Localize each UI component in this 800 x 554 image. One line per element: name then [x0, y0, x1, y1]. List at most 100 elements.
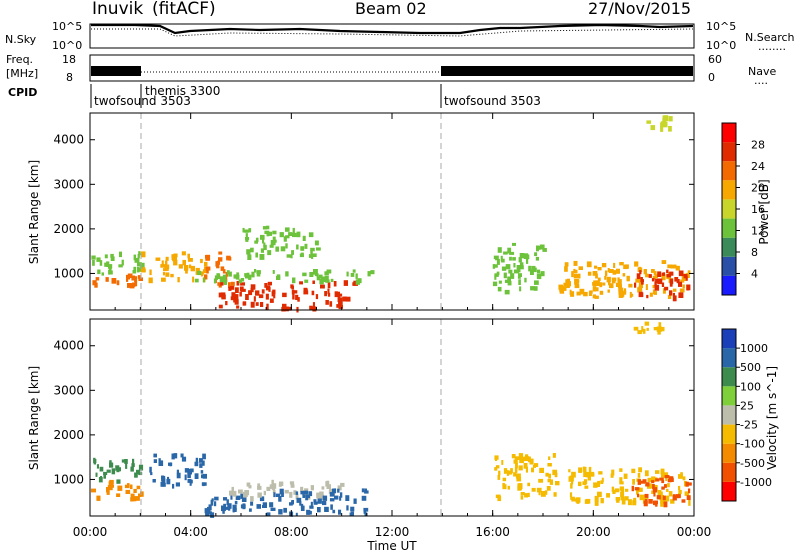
power-data-cell	[629, 291, 632, 298]
velocity-data-cell	[518, 456, 522, 460]
power-data-cell	[613, 262, 616, 268]
noise-right-tick-top: 10^5	[706, 20, 736, 33]
velocity-data-cell	[306, 495, 310, 498]
power-data-cell	[221, 294, 226, 300]
velocity-data-cell	[642, 328, 646, 334]
velocity-data-cell	[688, 482, 692, 486]
velocity-data-cell	[229, 490, 234, 496]
power-data-cell	[326, 269, 332, 274]
velocity-data-cell	[295, 512, 298, 516]
power-data-cell	[501, 266, 507, 271]
power-data-cell	[218, 292, 223, 298]
power-data-cell	[285, 235, 290, 239]
power-data-cell	[643, 269, 647, 275]
power-data-cell	[496, 271, 500, 276]
power-data-cell	[320, 284, 325, 289]
velocity-data-cell	[132, 496, 137, 502]
power-data-cell	[320, 276, 326, 280]
velocity-data-cell	[184, 474, 187, 481]
velocity-data-cell	[520, 492, 525, 496]
power-colorbar-segment	[722, 180, 736, 200]
power-data-cell	[501, 258, 505, 263]
velocity-data-cell	[153, 453, 157, 458]
power-data-cell	[576, 291, 581, 296]
velocity-data-cell	[109, 479, 114, 485]
power-data-cell	[250, 301, 255, 308]
power-data-cell	[171, 256, 174, 260]
power-data-cell	[219, 276, 225, 283]
velocity-data-cell	[269, 484, 273, 489]
velocity-data-cell	[571, 471, 576, 478]
power-data-cell	[496, 258, 500, 265]
velocity-data-cell	[202, 473, 207, 479]
velocity-data-cell	[232, 507, 237, 512]
velocity-data-cell	[302, 494, 306, 498]
power-data-cell	[314, 270, 318, 277]
velocity-data-cell	[138, 493, 142, 497]
velocity-data-cell	[181, 456, 187, 462]
power-data-cell	[200, 271, 204, 275]
velocity-data-cell	[527, 482, 531, 487]
velocity-data-cell	[511, 454, 516, 459]
power-data-cell	[137, 262, 142, 267]
power-data-cell	[669, 271, 674, 276]
cpid-entry-0: twofsound 3503	[94, 94, 191, 108]
power-data-cell	[291, 250, 294, 255]
velocity-data-cell	[289, 511, 293, 516]
power-data-cell	[205, 255, 210, 259]
frequency-trace-late	[441, 66, 693, 76]
power-data-cell	[583, 291, 588, 297]
power-data-cell	[272, 230, 277, 235]
power-data-cell	[539, 244, 545, 250]
power-data-cell	[164, 266, 168, 270]
velocity-data-cell	[131, 463, 135, 468]
velocity-data-cell	[678, 489, 682, 494]
power-data-cell	[255, 290, 260, 296]
power-y-ticks: 4000 3000 2000 1000	[53, 133, 694, 280]
power-data-cell	[338, 305, 343, 309]
power-data-cell	[311, 290, 315, 296]
velocity-data-cell	[664, 495, 670, 502]
power-data-cell	[542, 248, 547, 252]
power-data-cell	[218, 251, 223, 255]
velocity-data-cell	[646, 327, 649, 331]
velocity-data-cell	[130, 466, 134, 472]
freq-left-tick-top: 18	[62, 53, 76, 66]
power-data-cell	[251, 271, 255, 278]
power-data-cell	[666, 273, 672, 278]
velocity-data-cell	[136, 485, 141, 490]
velocity-data-cell	[675, 494, 681, 499]
freq-label-unit: [MHz]	[6, 67, 38, 80]
power-data-cell	[596, 287, 599, 292]
power-data-cell	[662, 118, 667, 125]
power-data-cell	[639, 270, 642, 275]
power-data-cell	[611, 277, 617, 282]
velocity-data-cell	[502, 484, 507, 490]
velocity-data-cell	[644, 493, 649, 498]
power-data-cell	[281, 306, 286, 312]
velocity-data-cell	[684, 481, 687, 487]
velocity-data-cell	[682, 476, 686, 481]
power-data-cell	[160, 264, 165, 268]
power-data-cell	[204, 261, 208, 267]
power-data-cell	[587, 271, 592, 276]
power-data-cell	[195, 267, 200, 273]
velocity-data-cell	[584, 499, 590, 504]
power-data-cell	[494, 275, 497, 280]
velocity-data-cell	[233, 490, 237, 497]
velocity-data-cell	[519, 458, 524, 464]
velocity-data-cell	[106, 487, 109, 493]
velocity-data-cell	[549, 479, 553, 485]
power-data-cell	[220, 266, 225, 271]
power-data-cell	[645, 284, 648, 290]
velocity-colorbar-tick-label: -25	[740, 419, 758, 432]
velocity-data-cell	[515, 463, 518, 469]
power-data-cell	[534, 252, 538, 257]
velocity-data-cell	[666, 488, 669, 492]
power-data-cell	[566, 278, 570, 285]
velocity-data-cell	[548, 473, 551, 479]
power-data-cell	[599, 290, 604, 295]
velocity-data-cell	[364, 512, 368, 516]
velocity-data-cell	[223, 497, 228, 501]
velocity-y-tick-label: 2000	[53, 428, 84, 442]
